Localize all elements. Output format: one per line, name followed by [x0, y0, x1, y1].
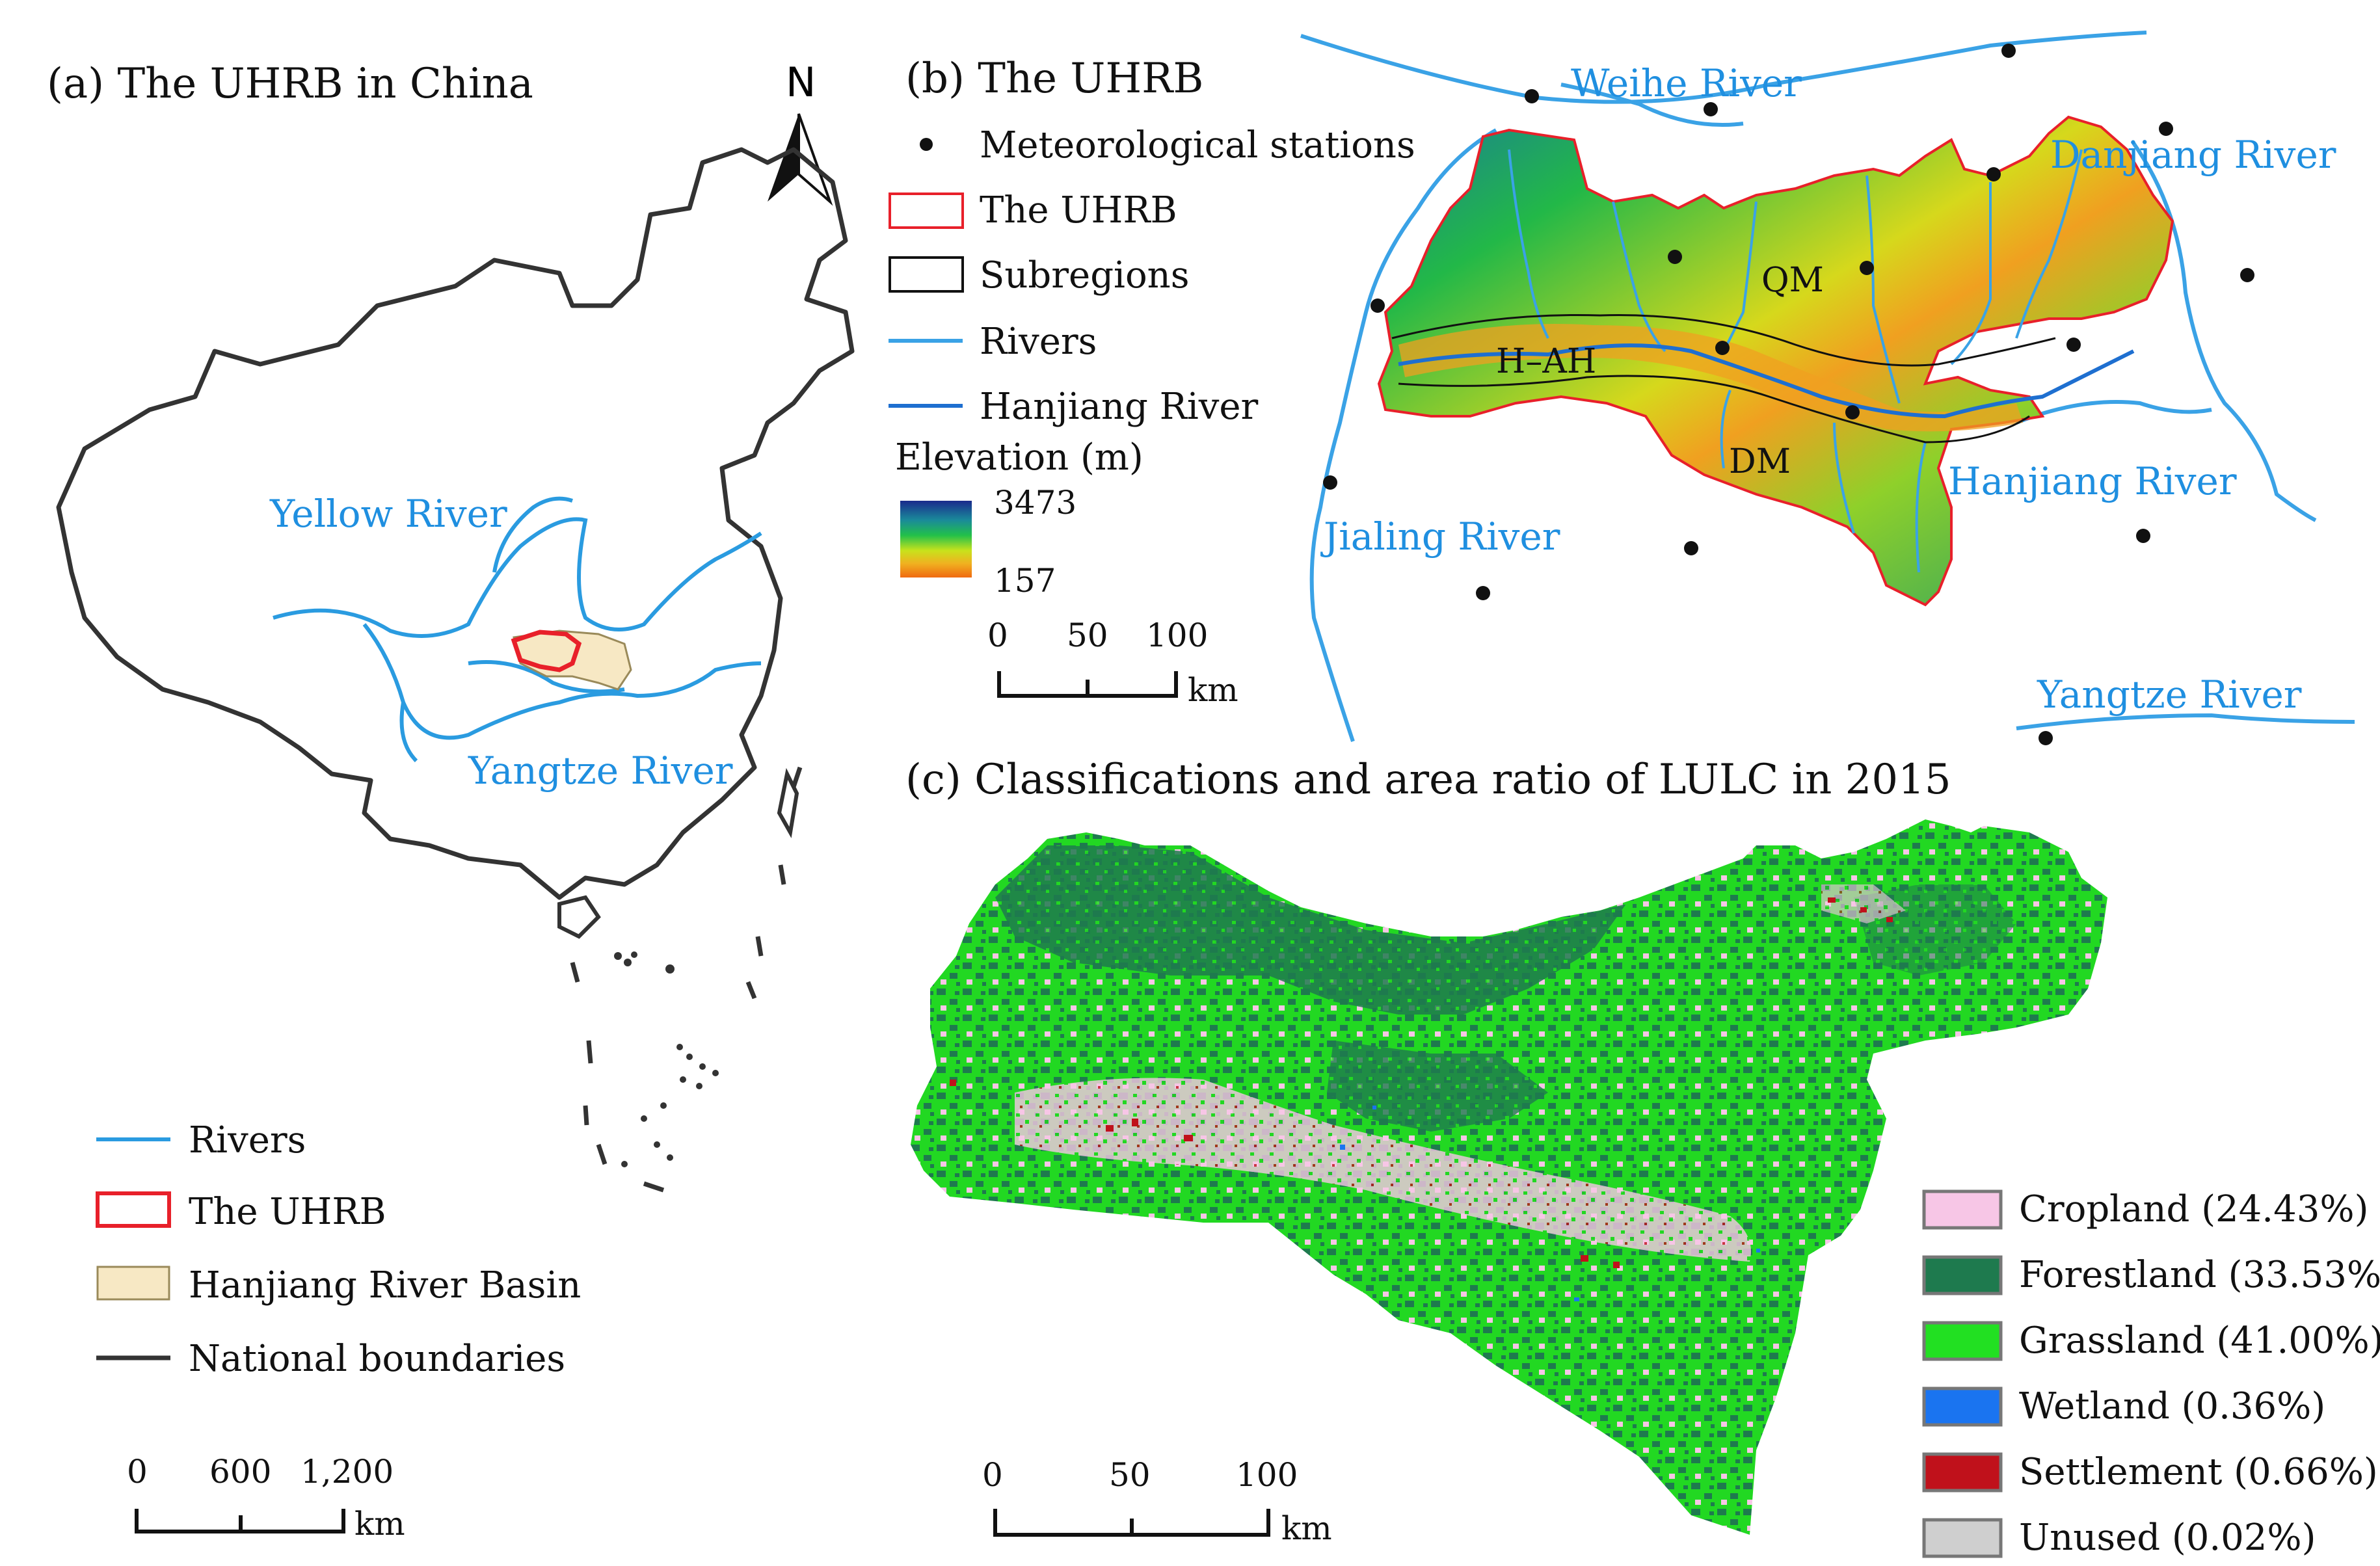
- uhrb-inner-rivers: [1508, 149, 2083, 573]
- yangtze-river-line: [362, 623, 762, 740]
- legend-b-rivers-label: Rivers: [980, 321, 1097, 363]
- legend-c-label-4: Settlement (0.66%): [2019, 1451, 2378, 1493]
- scale-c-bar: [993, 1509, 1270, 1537]
- lulc-cropland-northeast: [1821, 884, 1906, 923]
- legend-a-boundary-label: National boundaries: [189, 1338, 565, 1380]
- subregion-dm-label: DM: [1729, 442, 1791, 481]
- jialing-river-label: Jialing River: [1320, 514, 1560, 559]
- legend-c-label-2: Grassland (41.00%): [2019, 1320, 2380, 1362]
- legend-c-label-5: Unused (0.02%): [2019, 1517, 2316, 1559]
- scale-bar-a: 0 600 1,200 km: [127, 1453, 405, 1543]
- legend-a-uhrb-label: The UHRB: [189, 1191, 386, 1233]
- legend-c-swatch-4: [1922, 1452, 2003, 1493]
- yangtze-south-branch-line: [399, 702, 418, 763]
- hanjiang-main-stem: [1398, 343, 2135, 419]
- scale-c-unit: km: [1281, 1509, 1332, 1547]
- scale-a-tick-0: 0: [127, 1453, 148, 1491]
- valley-lowland-band: [1398, 324, 2023, 432]
- scale-b-unit: km: [1188, 671, 1238, 709]
- north-arrow: N: [768, 59, 833, 206]
- legend-a-basin-symbol: [96, 1266, 170, 1301]
- scale-a-unit: km: [354, 1505, 405, 1543]
- subregion-qm-label: QM: [1761, 261, 1824, 300]
- elevation-colorbar: [900, 501, 972, 577]
- yellow-river-line: [273, 517, 762, 638]
- scale-b-tick-2: 100: [1146, 617, 1208, 654]
- legend-c-swatch-1: [1922, 1255, 2003, 1295]
- north-arrow-left-half: [768, 114, 799, 202]
- legend-b: Meteorological stations The UHRB Subregi…: [889, 124, 1415, 600]
- scale-c-tick-1: 50: [1109, 1456, 1151, 1494]
- north-arrow-right-half: [797, 113, 833, 206]
- lulc-forest-central: [1327, 1041, 1548, 1132]
- scale-bar-c: 0 50 100 km: [982, 1456, 1332, 1547]
- legend-a-basin-label: Hanjiang River Basin: [189, 1264, 581, 1307]
- legend-b-hanjiang-label: Hanjiang River: [980, 386, 1259, 428]
- uhrb-boundary-a: [511, 630, 582, 672]
- hanjiang-river-label: Hanjiang River: [1948, 459, 2237, 503]
- legend-b-subregion-label: Subregions: [980, 254, 1189, 297]
- scale-a-bar: [135, 1509, 345, 1533]
- lulc-forest-north: [995, 845, 1626, 1015]
- meteorological-stations: [1323, 44, 2254, 745]
- legend-b-station-label: Meteorological stations: [980, 124, 1415, 166]
- legend-b-uhrb-symbol: [889, 192, 964, 229]
- elevation-min: 157: [994, 562, 1056, 600]
- hainan-island: [557, 895, 601, 939]
- legend-b-subregion-symbol: [889, 256, 964, 293]
- subregion-hah-label: H–AH: [1496, 342, 1596, 381]
- scale-c-tick-2: 100: [1236, 1456, 1298, 1494]
- panel-a: (a) The UHRB in China N: [47, 59, 855, 1543]
- scale-b-tick-0: 0: [987, 617, 1008, 654]
- legend-b-uhrb-label: The UHRB: [980, 189, 1177, 232]
- legend-c-swatch-0: [1922, 1189, 2003, 1230]
- scale-b-bar: [997, 671, 1178, 698]
- panel-b-title: (b) The UHRB: [905, 55, 1203, 103]
- legend-c-swatch-2: [1922, 1321, 2003, 1361]
- south-sea-islands: [614, 951, 719, 1167]
- subregion-boundaries: [1391, 313, 2056, 444]
- scale-a-tick-1: 600: [209, 1453, 271, 1491]
- panel-c-title: (c) Classifications and area ratio of LU…: [905, 756, 1951, 804]
- nine-dash-line: [570, 766, 803, 1193]
- legend-c-swatch-3: [1922, 1387, 2003, 1427]
- legend-a: Rivers The UHRB Hanjiang River Basin Nat…: [96, 1119, 581, 1380]
- lulc-wetland: [1340, 1106, 1760, 1301]
- legend-c-label-0: Cropland (24.43%): [2019, 1188, 2368, 1230]
- north-label: N: [786, 59, 816, 106]
- yellow-river-upper-line: [492, 496, 573, 573]
- weihe-river-label: Weihe River: [1571, 61, 1802, 105]
- lulc-settlements: [950, 897, 1893, 1268]
- legend-c: Cropland (24.43%) Forestland (33.53%) Gras…: [1922, 1188, 2380, 1559]
- lulc-cropland-band: [1015, 1078, 1751, 1262]
- danjiang-river-label: Danjiang River: [2050, 133, 2336, 177]
- legend-b-station-symbol: [920, 138, 933, 151]
- elevation-max: 3473: [994, 484, 1076, 522]
- elevation-title: Elevation (m): [895, 436, 1143, 479]
- legend-c-swatch-5: [1922, 1518, 2003, 1558]
- legend-a-rivers-label: Rivers: [189, 1119, 306, 1161]
- yangtze-upper-line: [468, 660, 625, 694]
- panel-a-title: (a) The UHRB in China: [47, 60, 533, 108]
- panel-c: (c) Classifications and area ratio of LU…: [905, 756, 2380, 1559]
- legend-c-label-1: Forestland (33.53%): [2019, 1254, 2380, 1296]
- china-national-boundary: [56, 147, 855, 900]
- scale-bar-b: 0 50 100 km: [987, 617, 1238, 709]
- scale-c-tick-0: 0: [982, 1456, 1003, 1494]
- yangtze-river-label-a: Yangtze River: [468, 749, 733, 793]
- panel-b: (b) The UHRB Meteorological stations The…: [889, 31, 2355, 745]
- yellow-river-label: Yellow River: [269, 492, 507, 536]
- legend-a-uhrb-symbol: [96, 1191, 171, 1228]
- yangtze-river-label-b: Yangtze River: [2037, 672, 2302, 717]
- legend-c-label-3: Wetland (0.36%): [2019, 1385, 2325, 1427]
- scale-a-tick-2: 1,200: [301, 1453, 394, 1491]
- scale-b-tick-1: 50: [1067, 617, 1108, 654]
